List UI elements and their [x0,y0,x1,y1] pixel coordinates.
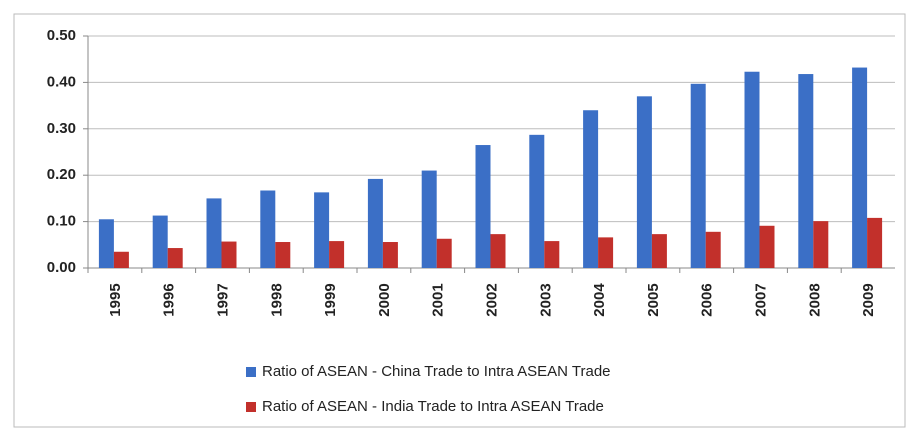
bar [583,110,599,269]
bar [421,170,437,268]
x-tick-label: 1996 [161,283,178,316]
bar [98,219,114,268]
bar [705,231,721,268]
x-tick-label: 2004 [591,283,608,317]
x-tick-label: 2003 [537,283,554,316]
bar [544,241,560,268]
bar [529,134,545,268]
x-tick-label: 1998 [268,283,285,316]
bar [113,251,129,268]
bar [382,242,398,268]
y-tick-label: 0.10 [47,213,76,230]
x-tick-label: 2001 [430,283,447,316]
x-tick-label: 2002 [483,283,500,316]
y-tick-label: 0.50 [47,27,76,44]
bar [221,241,237,268]
bar [367,178,383,268]
y-tick-label: 0.20 [47,166,76,183]
legend-swatch [246,402,256,412]
bar [314,192,330,268]
y-tick-label: 0.40 [47,73,76,90]
legend-label: Ratio of ASEAN - China Trade to Intra AS… [262,363,611,380]
bar [490,234,506,268]
bar [651,234,667,268]
bar [598,237,614,268]
bar [690,83,706,269]
x-tick-label: 1997 [214,283,231,316]
bar [813,221,829,268]
bar [475,145,491,268]
x-tick-label: 2005 [645,283,662,316]
x-tick-label: 1999 [322,283,339,316]
x-tick-label: 2000 [376,283,393,316]
x-tick-label: 2007 [752,283,769,316]
bar [329,241,345,268]
y-tick-label: 0.00 [47,259,76,276]
bar [206,198,222,268]
y-tick-label: 0.30 [47,120,76,137]
bar [798,74,814,268]
bar [636,96,652,268]
bar [744,71,760,268]
legend-label: Ratio of ASEAN - India Trade to Intra AS… [262,398,604,415]
bar [167,248,183,268]
bar [275,242,291,268]
bar [852,67,868,268]
x-tick-label: 2006 [699,283,716,316]
bar [759,225,775,268]
x-tick-label: 1995 [107,283,124,316]
bar [436,238,452,268]
bar [152,215,168,268]
bar [260,190,276,268]
x-tick-label: 2008 [806,283,823,316]
x-tick-label: 2009 [860,283,877,316]
bar [867,217,883,268]
legend-swatch [246,367,256,377]
